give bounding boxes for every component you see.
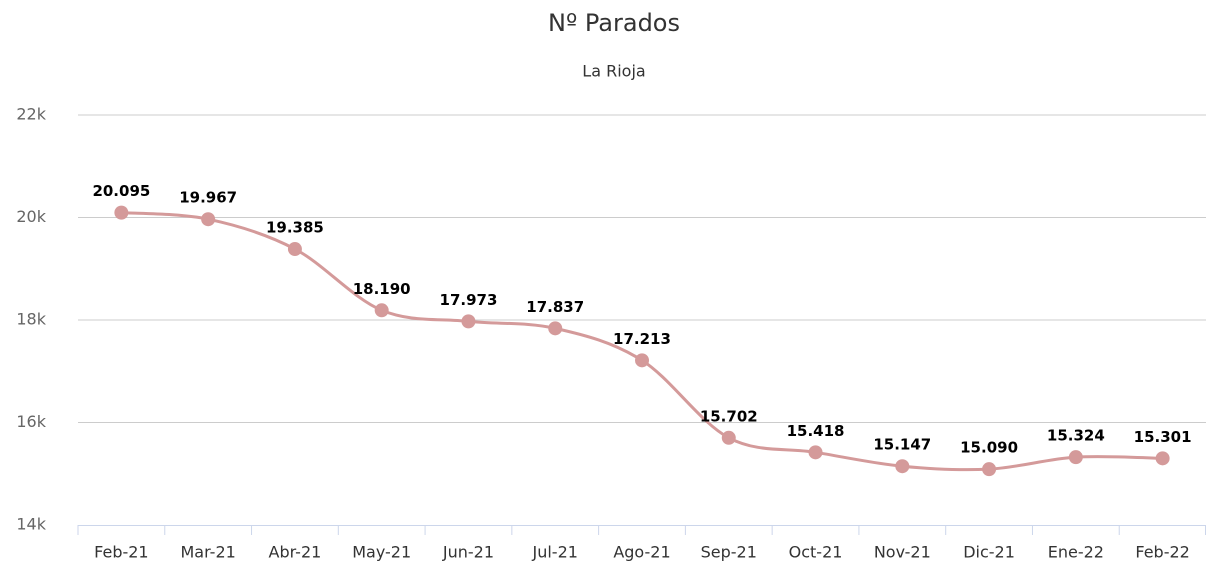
marker (201, 212, 216, 227)
x-tick-label: May-21 (352, 543, 411, 562)
y-tick-label: 22k (16, 105, 46, 124)
marker (374, 303, 389, 318)
data-label: 15.418 (787, 422, 845, 440)
marker (548, 321, 563, 336)
x-tick-label: Ago-21 (613, 543, 670, 562)
marker (114, 205, 129, 220)
data-label: 18.190 (353, 280, 411, 298)
marker (808, 445, 823, 460)
marker (1068, 450, 1083, 465)
chart-subtitle: La Rioja (582, 62, 645, 81)
x-tick-label: Feb-22 (1135, 543, 1189, 562)
data-label: 15.702 (700, 407, 758, 425)
x-tick-label: Abr-21 (269, 543, 322, 562)
y-tick-label: 18k (16, 310, 46, 329)
marker (895, 459, 910, 474)
y-tick-label: 14k (16, 515, 46, 534)
data-label: 17.213 (613, 330, 671, 348)
marker (287, 242, 302, 257)
data-label: 15.301 (1134, 428, 1192, 446)
x-tick-label: Oct-21 (789, 543, 843, 562)
x-tick-label: Jun-21 (442, 543, 494, 562)
marker (1155, 451, 1170, 466)
marker (721, 430, 736, 445)
marker (982, 462, 997, 477)
data-label: 17.973 (440, 291, 498, 309)
x-tick-label: Jul-21 (532, 543, 578, 562)
data-label: 15.090 (960, 439, 1018, 457)
y-tick-label: 20k (16, 207, 46, 226)
data-label: 15.324 (1047, 427, 1105, 445)
data-label: 15.147 (873, 436, 931, 454)
chart-title: Nº Parados (548, 9, 680, 37)
y-tick-label: 16k (16, 412, 46, 431)
data-label: 19.967 (179, 189, 237, 207)
x-tick-label: Dic-21 (963, 543, 1015, 562)
x-tick-label: Mar-21 (181, 543, 236, 562)
marker (461, 314, 476, 329)
data-label: 19.385 (266, 219, 324, 237)
x-tick-label: Feb-21 (94, 543, 148, 562)
data-label: 20.095 (92, 182, 150, 200)
data-label: 17.837 (526, 298, 584, 316)
x-tick-label: Ene-22 (1048, 543, 1104, 562)
x-tick-label: Sep-21 (701, 543, 757, 562)
marker (635, 353, 649, 368)
x-tick-label: Nov-21 (874, 543, 931, 562)
